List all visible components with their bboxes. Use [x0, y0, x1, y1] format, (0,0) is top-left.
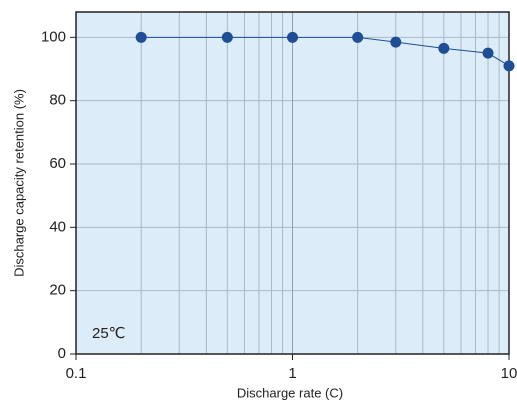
y-axis-label: Discharge capacity retention (%) [11, 89, 26, 277]
marker [438, 42, 450, 54]
x-tick-label: 10 [501, 365, 517, 382]
x-axis-label: Discharge rate (C) [237, 385, 343, 400]
y-tick-label: 100 [41, 28, 66, 45]
y-tick-label: 20 [49, 282, 66, 299]
line [141, 36, 510, 67]
marker [482, 47, 494, 59]
y-tick-label: 80 [49, 92, 66, 109]
marker [221, 31, 233, 43]
marker [503, 60, 515, 72]
x-tick-label: 1 [288, 365, 296, 382]
annotation: 25℃ [92, 325, 126, 342]
x-tick-label: 0.1 [66, 365, 87, 382]
marker [287, 31, 298, 43]
y-tick-label: 60 [49, 155, 66, 172]
y-tick-label: 40 [49, 218, 66, 235]
marker [135, 31, 147, 43]
plot-frame [75, 11, 510, 355]
marker [390, 36, 402, 48]
y-tick-label: 0 [58, 345, 66, 362]
marker [352, 31, 364, 43]
